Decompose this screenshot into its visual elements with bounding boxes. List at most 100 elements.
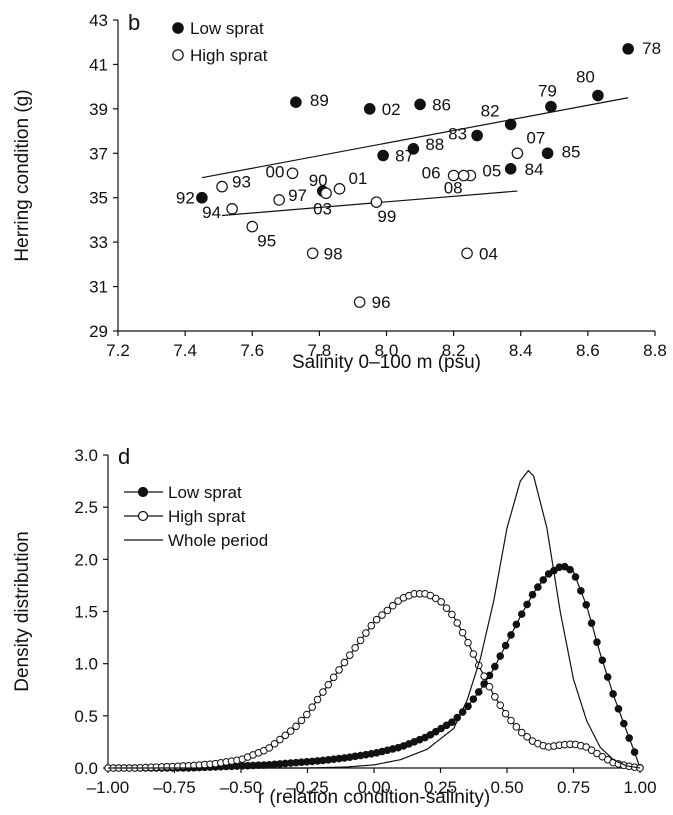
point-label: 07 xyxy=(526,128,545,147)
point-label: 93 xyxy=(232,173,251,192)
legend-label: Low sprat xyxy=(168,483,242,502)
data-point xyxy=(273,194,285,206)
trend-line xyxy=(221,190,518,217)
point-label: 08 xyxy=(444,179,463,198)
point-label: 94 xyxy=(202,203,221,222)
series-marker xyxy=(469,650,478,658)
point-label: 83 xyxy=(448,125,467,144)
series-marker xyxy=(340,658,349,667)
series-marker xyxy=(593,638,601,646)
x-tick-label: –0.25 xyxy=(286,778,329,797)
data-point xyxy=(290,96,302,108)
data-point xyxy=(414,98,426,111)
y-tick-label: 1.0 xyxy=(74,655,98,674)
point-label: 02 xyxy=(382,100,401,119)
data-point xyxy=(541,147,554,160)
x-tick-label: 7.6 xyxy=(240,341,264,360)
y-tick-label: 3.0 xyxy=(74,446,98,465)
data-point xyxy=(461,247,473,260)
y-axis-title: Density distribution xyxy=(12,531,33,692)
series-marker xyxy=(286,727,295,735)
series-marker xyxy=(507,631,515,639)
series-marker xyxy=(329,673,338,682)
y-tick-label: 37 xyxy=(89,144,108,163)
series-marker xyxy=(512,723,521,731)
point-label: 92 xyxy=(176,189,195,208)
legend-marker xyxy=(172,49,184,61)
y-tick-label: 29 xyxy=(89,322,108,341)
series-marker xyxy=(448,718,456,726)
series-marker xyxy=(603,673,612,681)
data-point xyxy=(377,149,389,162)
series-marker xyxy=(517,728,526,737)
x-tick-label: –0.50 xyxy=(220,778,263,797)
series-marker xyxy=(491,662,499,671)
point-label: 96 xyxy=(372,293,391,312)
series-marker xyxy=(593,749,601,758)
legend-label: High sprat xyxy=(168,507,246,526)
series-marker xyxy=(507,716,515,725)
x-tick-label: 0.75 xyxy=(557,778,590,797)
point-label: 00 xyxy=(266,162,285,181)
series-line xyxy=(108,469,641,769)
point-label: 90 xyxy=(309,171,328,190)
legend-marker xyxy=(137,510,149,522)
y-tick-label: 1.5 xyxy=(74,603,98,622)
data-point xyxy=(592,89,604,102)
series-line xyxy=(108,566,641,769)
point-label: 95 xyxy=(257,232,276,251)
series-marker xyxy=(480,672,488,680)
data-point xyxy=(545,100,557,113)
series-marker xyxy=(362,629,370,637)
point-label: 98 xyxy=(324,244,343,263)
series-marker xyxy=(501,709,510,718)
series-marker xyxy=(587,619,596,627)
series-marker xyxy=(464,638,472,647)
series-marker xyxy=(281,731,290,740)
series-marker xyxy=(528,590,537,599)
x-tick-label: 8.2 xyxy=(442,341,466,360)
data-point xyxy=(246,220,259,233)
x-tick-label: 8.8 xyxy=(643,341,667,360)
panel-label: d xyxy=(118,444,130,469)
point-label: 82 xyxy=(481,101,500,120)
series-marker xyxy=(308,703,316,711)
data-point xyxy=(363,103,376,115)
series-marker xyxy=(630,748,639,756)
point-label: 04 xyxy=(479,244,498,263)
x-tick-label: 7.2 xyxy=(106,341,130,360)
series-marker xyxy=(614,705,623,713)
y-tick-label: 2.5 xyxy=(74,498,98,517)
series-marker xyxy=(388,601,397,610)
x-axis-title: Salinity 0–100 m (psu) xyxy=(292,352,481,373)
series-marker xyxy=(523,733,531,741)
series-marker xyxy=(313,695,322,704)
data-point xyxy=(504,163,517,175)
data-point xyxy=(370,196,383,208)
data-point xyxy=(471,129,483,142)
x-tick-label: 8.6 xyxy=(576,341,600,360)
point-label: 79 xyxy=(538,82,557,101)
series-marker xyxy=(372,615,381,624)
series-marker xyxy=(270,739,279,748)
series-marker xyxy=(383,606,392,615)
series-marker xyxy=(345,651,354,659)
series-marker xyxy=(437,598,445,606)
y-tick-label: 33 xyxy=(89,233,108,252)
series-marker xyxy=(351,643,359,652)
point-label: 80 xyxy=(576,68,595,87)
data-point xyxy=(511,147,524,160)
point-label: 01 xyxy=(349,169,368,188)
series-marker xyxy=(517,610,526,618)
series-marker xyxy=(356,636,365,645)
series-marker xyxy=(448,610,456,619)
legend-label: High sprat xyxy=(190,46,268,65)
data-point xyxy=(226,203,238,215)
series-marker xyxy=(378,611,386,619)
data-point xyxy=(407,143,420,155)
x-tick-label: 8.4 xyxy=(509,341,533,360)
x-tick-label: 0.25 xyxy=(424,778,457,797)
series-marker xyxy=(442,604,451,612)
point-label: 88 xyxy=(425,135,444,154)
